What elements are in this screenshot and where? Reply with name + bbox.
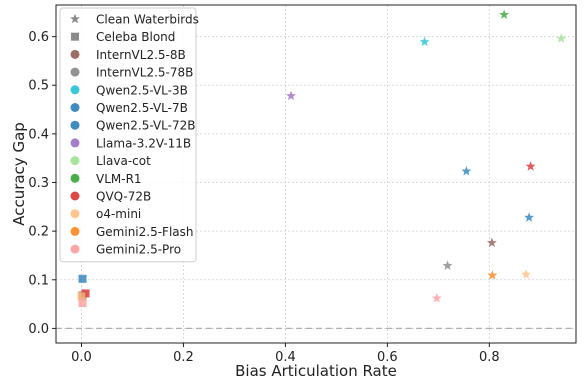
- y-tick-label: 0.4: [28, 127, 49, 142]
- data-point-star: [499, 9, 510, 19]
- data-point-star: [486, 237, 497, 248]
- legend-label: InternVL2.5-78B: [96, 66, 193, 80]
- y-tick-label: 0.3: [28, 176, 49, 191]
- legend-marker-circle: [70, 173, 80, 183]
- data-point-star: [525, 161, 536, 171]
- legend-marker-circle: [70, 209, 80, 219]
- y-tick-label: 0.5: [28, 79, 49, 94]
- data-point-star: [431, 293, 442, 303]
- legend-label: VLM-R1: [96, 172, 142, 186]
- legend-label: o4-mini: [96, 207, 141, 221]
- legend-items: Clean Waterbirds Celeba Blond InternVL2.5-…: [70, 13, 199, 257]
- legend-label: Llava-cot: [96, 154, 151, 168]
- legend: Clean Waterbirds Celeba Blond InternVL2.5-…: [59, 7, 199, 263]
- y-tick-label: 0.6: [28, 30, 49, 45]
- legend-marker-circle: [70, 138, 80, 148]
- data-point-star: [442, 260, 453, 270]
- legend-marker-circle: [70, 226, 80, 236]
- data-point-star: [556, 33, 567, 43]
- legend-marker-circle: [70, 156, 80, 166]
- data-point-square: [81, 289, 90, 298]
- legend-label: Qwen2.5-VL-7B: [96, 101, 188, 115]
- y-axis-label: Accuracy Gap: [10, 122, 28, 226]
- x-tick-label: 0.0: [71, 350, 92, 365]
- legend-marker-circle: [70, 103, 80, 112]
- legend-label: Qwen2.5-VL-72B: [96, 119, 195, 133]
- y-tick-label: 0.2: [28, 225, 49, 240]
- data-point-star: [461, 166, 472, 176]
- legend-label: Celeba Blond: [96, 30, 175, 44]
- legend-marker-square: [71, 32, 79, 41]
- x-axis-ticks: 0.0 0.2 0.4 0.6 0.8: [71, 343, 500, 365]
- data-points: [77, 9, 567, 308]
- y-tick-label: 0.0: [28, 322, 49, 337]
- legend-box: [59, 7, 197, 263]
- data-point-square: [78, 299, 87, 308]
- legend-marker-star: [70, 13, 80, 24]
- data-point-star: [521, 269, 531, 279]
- data-point-square: [77, 292, 86, 301]
- plot-frame: [55, 4, 577, 344]
- legend-label: InternVL2.5-8B: [96, 48, 186, 62]
- x-axis-label: Bias Articulation Rate: [235, 362, 397, 380]
- x-tick-label: 0.2: [173, 350, 194, 365]
- data-point-star: [419, 36, 430, 47]
- legend-marker-circle: [70, 67, 80, 77]
- x-tick-label: 0.6: [377, 350, 398, 365]
- y-tick-label: 0.1: [28, 273, 49, 288]
- data-point-square: [78, 274, 87, 283]
- legend-label: Clean Waterbirds: [96, 13, 199, 27]
- x-tick-label: 0.4: [275, 350, 296, 365]
- legend-label: QVQ-72B: [96, 190, 151, 204]
- x-tick-label: 0.8: [479, 350, 500, 365]
- data-point-star: [286, 90, 296, 101]
- data-point-star: [487, 270, 498, 280]
- legend-marker-circle: [70, 49, 80, 59]
- legend-marker-circle: [70, 244, 80, 254]
- legend-label: Gemini2.5-Flash: [96, 225, 194, 239]
- legend-marker-circle: [70, 191, 80, 201]
- data-point-star: [524, 212, 535, 222]
- legend-label: Gemini2.5-Pro: [96, 243, 181, 257]
- legend-label: Qwen2.5-VL-3B: [96, 83, 188, 97]
- legend-marker-circle: [70, 120, 80, 130]
- legend-marker-circle: [70, 85, 80, 95]
- y-axis-ticks: 0.0 0.1 0.2 0.3 0.4 0.5 0.6: [28, 30, 56, 337]
- legend-label: Llama-3.2V-11B: [96, 136, 191, 150]
